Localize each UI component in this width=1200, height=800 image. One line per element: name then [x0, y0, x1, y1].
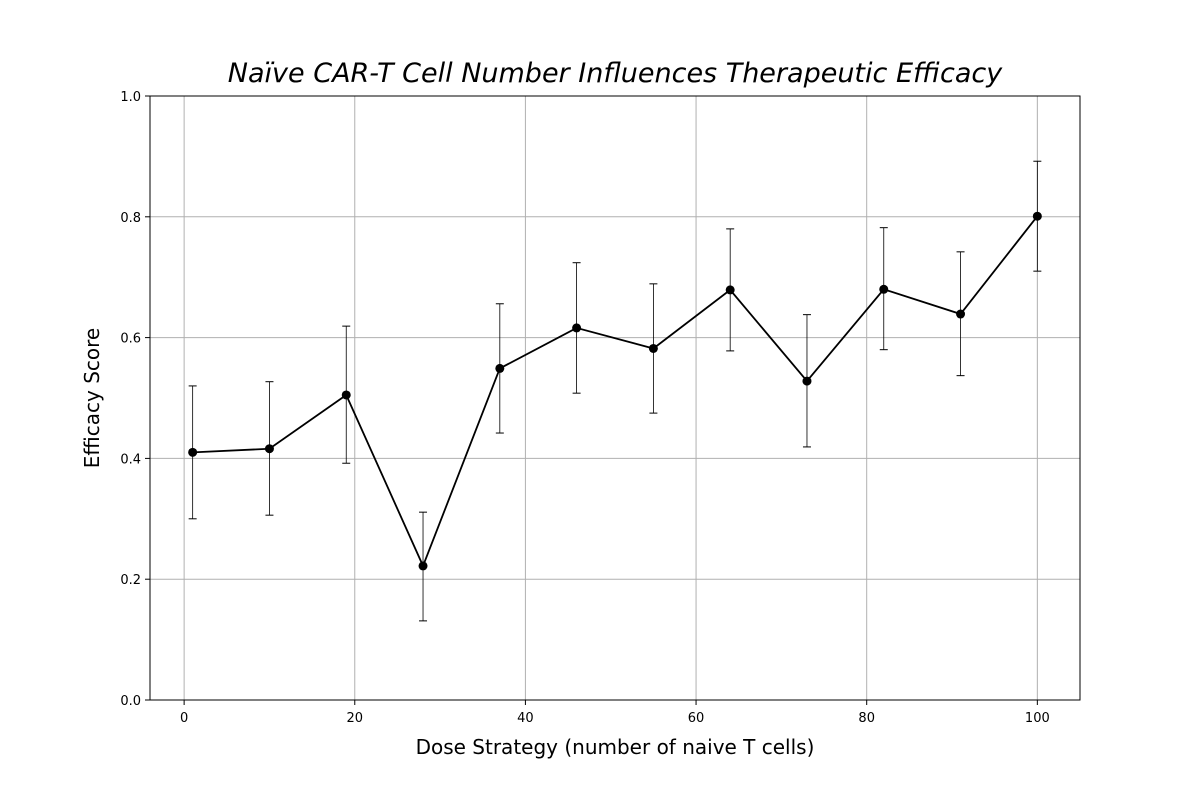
- y-tick-label: 0.4: [120, 452, 141, 467]
- y-tick-label: 0.8: [120, 211, 141, 226]
- x-tick-label: 60: [688, 711, 705, 726]
- data-point: [495, 363, 505, 373]
- data-point: [879, 284, 889, 294]
- y-tick-label: 0.2: [120, 573, 141, 588]
- axes: [145, 95, 1081, 705]
- x-tick-label: 20: [346, 711, 363, 726]
- data-point: [418, 561, 428, 571]
- x-tick-label: 100: [1025, 711, 1050, 726]
- data-point: [341, 390, 351, 400]
- data-point: [188, 447, 198, 457]
- x-tick-label: 40: [517, 711, 534, 726]
- y-tick-label: 0.0: [120, 694, 141, 709]
- series-line: [192, 215, 1039, 569]
- data-point: [264, 444, 274, 454]
- data-point: [1032, 211, 1042, 221]
- y-tick-label: 0.6: [120, 332, 141, 347]
- data-point: [956, 309, 966, 319]
- y-tick-label: 1.0: [120, 90, 141, 105]
- data-point: [802, 376, 812, 386]
- data-point: [572, 323, 582, 333]
- chart-title: Naïve CAR-T Cell Number Influences Thera…: [228, 58, 1003, 89]
- data-point: [648, 343, 658, 353]
- x-tick-label: 80: [858, 711, 875, 726]
- x-axis-label: Dose Strategy (number of naive T cells): [416, 735, 815, 759]
- plot-frame: [149, 95, 1081, 701]
- data-points: [188, 211, 1042, 571]
- series-lines: [192, 215, 1039, 569]
- data-point: [725, 285, 735, 295]
- x-tick-label: 0: [180, 711, 188, 726]
- tick-labels: 0 20 40 60 80 100 0.0 0.2 0.4 0.6 0.8 1.0: [120, 90, 1049, 726]
- y-axis-label: Efficacy Score: [80, 328, 104, 468]
